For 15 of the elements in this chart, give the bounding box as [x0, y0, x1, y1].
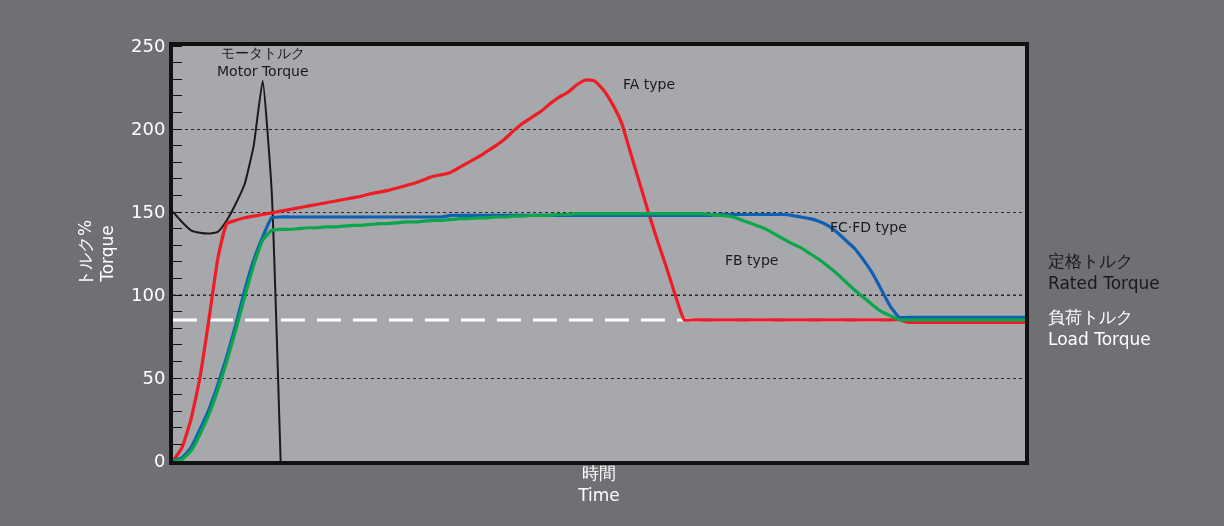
y-tick-label: 250	[131, 35, 166, 57]
ref-line-label: 負荷トルク Load Torque	[1048, 307, 1151, 350]
ref-line-label: 定格トルク Rated Torque	[1048, 251, 1160, 294]
line-series	[173, 78, 1025, 461]
y-tick-label: 100	[131, 284, 166, 306]
y-tick-label: 0	[153, 450, 166, 472]
series-label: FB type	[725, 252, 779, 268]
y-axis-title: トルク% Torque	[74, 219, 118, 288]
series-label: モータトルク Motor Torque	[217, 45, 309, 80]
y-tick-label: 150	[131, 201, 166, 223]
x-axis-title: 時間 Time	[577, 462, 620, 505]
series-label: FA type	[623, 76, 676, 92]
y-tick-label: 200	[131, 118, 166, 140]
series-label: FC·FD type	[830, 219, 907, 235]
y-tick-label: 50	[142, 367, 166, 389]
